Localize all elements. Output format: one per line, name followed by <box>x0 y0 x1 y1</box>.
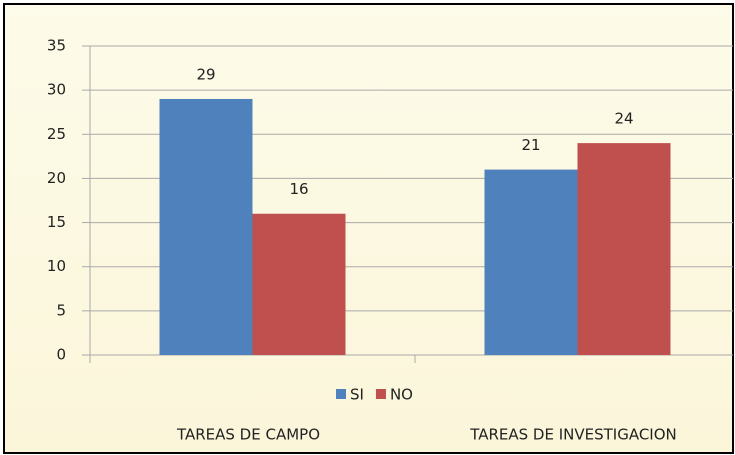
bar <box>484 169 578 355</box>
y-tick-label: 35 <box>47 37 66 55</box>
y-tick-label: 10 <box>47 257 66 275</box>
y-tick-label: 5 <box>56 301 66 319</box>
legend-label: SI <box>350 386 364 404</box>
data-label: 29 <box>196 65 215 83</box>
bar <box>159 98 253 355</box>
legend-swatch <box>336 389 346 399</box>
legend-label: NO <box>390 386 413 404</box>
bar <box>577 143 671 355</box>
legend-swatch <box>375 389 386 399</box>
x-tick-label: TAREAS DE CAMPO <box>176 426 320 444</box>
data-label: 16 <box>289 180 308 198</box>
y-tick-label: 25 <box>47 125 66 143</box>
y-tick-label: 20 <box>47 169 66 187</box>
bar <box>252 213 346 355</box>
y-tick-label: 0 <box>56 346 66 364</box>
x-tick-label: TAREAS DE INVESTIGACION <box>469 426 677 444</box>
y-tick-label: 15 <box>47 213 66 231</box>
y-tick-label: 30 <box>47 81 66 99</box>
data-label: 24 <box>614 110 633 128</box>
data-label: 21 <box>521 136 540 154</box>
